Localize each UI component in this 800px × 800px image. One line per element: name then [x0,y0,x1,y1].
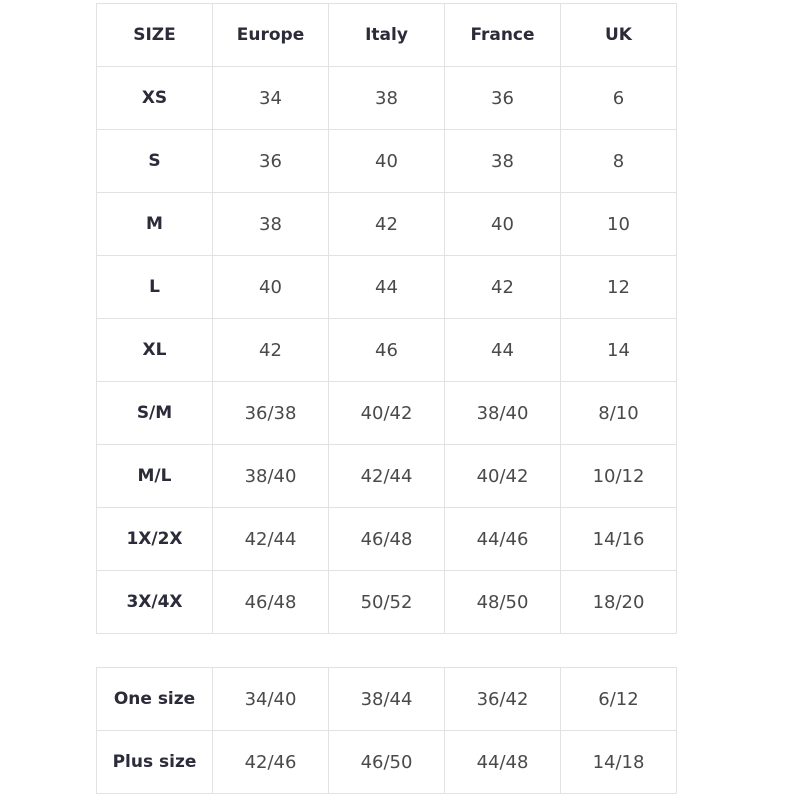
size-label-cell: XL [96,318,213,382]
table-row: XS 34 38 36 6 [96,66,677,130]
size-value-cell: 42 [444,255,561,319]
size-value-cell: 40/42 [328,381,445,445]
size-value-cell: 34 [212,66,329,130]
size-value-cell: 10 [560,192,677,256]
size-value-cell: 6/12 [560,667,677,731]
size-value-cell: 14 [560,318,677,382]
table-row: 3X/4X 46/48 50/52 48/50 18/20 [96,570,677,634]
table-row: M 38 42 40 10 [96,192,677,256]
table-row: L 40 44 42 12 [96,255,677,319]
size-value-cell: 10/12 [560,444,677,508]
column-header: SIZE [96,3,213,67]
size-value-cell: 36 [212,129,329,193]
size-label-cell: S [96,129,213,193]
size-label-cell: Plus size [96,730,213,794]
size-value-cell: 34/40 [212,667,329,731]
column-header: Europe [212,3,329,67]
size-label-cell: 1X/2X [96,507,213,571]
size-value-cell: 44/48 [444,730,561,794]
size-value-cell: 42 [328,192,445,256]
size-value-cell: 18/20 [560,570,677,634]
size-value-cell: 40 [444,192,561,256]
size-value-cell: 42/44 [328,444,445,508]
size-value-cell: 38 [444,129,561,193]
table-row: S/M 36/38 40/42 38/40 8/10 [96,381,677,445]
size-value-cell: 42 [212,318,329,382]
size-value-cell: 42/44 [212,507,329,571]
size-value-cell: 48/50 [444,570,561,634]
size-value-cell: 40 [328,129,445,193]
size-value-cell: 38/44 [328,667,445,731]
special-size-table: One size 34/40 38/44 36/42 6/12 Plus size 42/4… [96,667,677,794]
size-value-cell: 46/50 [328,730,445,794]
size-value-cell: 14/18 [560,730,677,794]
size-value-cell: 44 [328,255,445,319]
size-value-cell: 8 [560,129,677,193]
size-value-cell: 46 [328,318,445,382]
table-row: S 36 40 38 8 [96,129,677,193]
size-value-cell: 50/52 [328,570,445,634]
column-header: Italy [328,3,445,67]
column-header: UK [560,3,677,67]
size-label-cell: XS [96,66,213,130]
size-value-cell: 36 [444,66,561,130]
size-label-cell: 3X/4X [96,570,213,634]
size-value-cell: 38 [212,192,329,256]
table-row: 1X/2X 42/44 46/48 44/46 14/16 [96,507,677,571]
table-row: M/L 38/40 42/44 40/42 10/12 [96,444,677,508]
size-value-cell: 44 [444,318,561,382]
size-value-cell: 14/16 [560,507,677,571]
size-value-cell: 38 [328,66,445,130]
size-value-cell: 46/48 [328,507,445,571]
size-value-cell: 38/40 [212,444,329,508]
size-value-cell: 40/42 [444,444,561,508]
table-row: One size 34/40 38/44 36/42 6/12 [96,667,677,731]
size-value-cell: 36/42 [444,667,561,731]
size-value-cell: 44/46 [444,507,561,571]
size-label-cell: M/L [96,444,213,508]
size-label-cell: S/M [96,381,213,445]
table-row: XL 42 46 44 14 [96,318,677,382]
size-value-cell: 8/10 [560,381,677,445]
column-header: France [444,3,561,67]
size-value-cell: 38/40 [444,381,561,445]
header-row: SIZE Europe Italy France UK [96,3,677,67]
size-value-cell: 46/48 [212,570,329,634]
size-label-cell: M [96,192,213,256]
size-value-cell: 40 [212,255,329,319]
size-value-cell: 12 [560,255,677,319]
size-value-cell: 36/38 [212,381,329,445]
size-value-cell: 6 [560,66,677,130]
size-label-cell: L [96,255,213,319]
table-row: Plus size 42/46 46/50 44/48 14/18 [96,730,677,794]
size-value-cell: 42/46 [212,730,329,794]
size-label-cell: One size [96,667,213,731]
size-chart-table: SIZE Europe Italy France UK XS 34 38 36 6 S 36 40 38 8… [96,3,677,634]
